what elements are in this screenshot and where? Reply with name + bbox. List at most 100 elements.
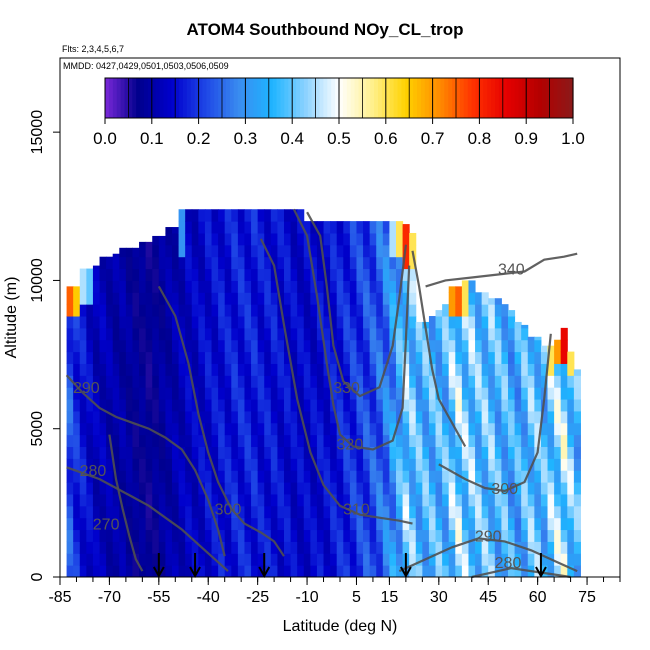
heatmap-cell — [158, 399, 166, 412]
heatmap-cell — [284, 517, 292, 531]
heatmap-cell — [284, 529, 292, 542]
heatmap-cell — [145, 446, 153, 459]
heatmap-cell — [145, 339, 153, 353]
heatmap-cell — [468, 553, 476, 566]
heatmap-cell — [165, 327, 173, 341]
heatmap-cell — [442, 410, 450, 424]
heatmap-cell — [218, 446, 226, 459]
heatmap-cell — [409, 458, 417, 471]
heatmap-cell — [231, 363, 239, 376]
heatmap-cell — [468, 493, 476, 507]
heatmap-cell — [455, 553, 463, 566]
heatmap-cell — [349, 470, 357, 483]
heatmap-cell — [540, 345, 549, 353]
heatmap-cell — [369, 410, 377, 424]
heatmap-cell — [310, 505, 318, 519]
heatmap-cell — [218, 565, 226, 578]
heatmap-cell — [356, 244, 364, 258]
heatmap-cell — [349, 410, 357, 424]
heatmap-cell — [560, 446, 568, 459]
heatmap-cell — [257, 517, 265, 531]
heatmap-cell — [508, 505, 516, 519]
colorbar-swatch — [183, 78, 188, 118]
heatmap-cell — [356, 493, 364, 507]
heatmap-cell — [152, 244, 160, 258]
heatmap-cell — [396, 339, 404, 353]
heatmap-cell — [251, 316, 259, 329]
heatmap-cell — [86, 553, 94, 566]
heatmap-cell — [330, 351, 338, 364]
heatmap-cell — [376, 292, 384, 305]
heatmap-cell — [369, 304, 377, 317]
heatmap-cell — [264, 292, 272, 305]
heatmap-cell — [330, 541, 338, 554]
heatmap-cell — [521, 493, 529, 507]
heatmap-cell — [349, 565, 357, 578]
heatmap-cell — [92, 268, 101, 281]
heatmap-cell — [112, 292, 120, 305]
heatmap-cell — [264, 493, 272, 507]
heatmap-cell — [178, 470, 186, 483]
heatmap-cell — [369, 256, 377, 270]
heatmap-cell — [139, 482, 147, 495]
heatmap-cell — [191, 268, 199, 281]
colorbar-swatch — [498, 78, 504, 118]
x-tick-label: 75 — [578, 589, 596, 606]
heatmap-cell — [356, 458, 364, 471]
heatmap-cell — [191, 292, 199, 305]
heatmap-cell — [132, 434, 140, 448]
heatmap-cell — [264, 387, 272, 400]
heatmap-cell — [376, 316, 384, 329]
heatmap-cell — [527, 410, 535, 424]
y-tick-label: 15000 — [29, 110, 46, 155]
heatmap-cell — [99, 304, 107, 317]
heatmap-cell — [540, 505, 549, 519]
heatmap-cell — [284, 304, 292, 317]
heatmap-cell — [224, 221, 232, 234]
heatmap-cell — [106, 256, 114, 270]
heatmap-cell — [382, 505, 390, 519]
heatmap-cell — [527, 517, 535, 531]
heatmap-cell — [521, 458, 529, 471]
heatmap-cell — [389, 221, 397, 234]
heatmap-cell — [330, 375, 338, 388]
heatmap-cell — [172, 505, 180, 519]
colorbar-label: 0.0 — [93, 129, 117, 148]
heatmap-cell — [514, 505, 522, 519]
heatmap-cell — [178, 304, 186, 317]
heatmap-cell — [488, 304, 496, 317]
heatmap-cell — [112, 256, 120, 270]
heatmap-cell — [316, 292, 325, 305]
heatmap-cell — [573, 458, 581, 471]
heatmap-cell — [428, 517, 437, 531]
heatmap-cell — [119, 387, 127, 400]
heatmap-cell — [303, 221, 311, 234]
heatmap-cell — [356, 304, 364, 317]
heatmap-cell — [369, 446, 377, 459]
heatmap-cell — [435, 310, 443, 317]
heatmap-cell — [79, 363, 87, 376]
heatmap-cell — [461, 387, 469, 400]
heatmap-cell — [461, 351, 469, 364]
heatmap-cell — [508, 434, 516, 448]
heatmap-cell — [330, 422, 338, 436]
heatmap-cell — [494, 363, 502, 376]
heatmap-cell — [461, 541, 469, 554]
heatmap-cell — [73, 541, 81, 554]
heatmap-cell — [172, 227, 180, 234]
heatmap-cell — [244, 565, 252, 578]
heatmap-cell — [547, 517, 555, 531]
heatmap-cell — [145, 529, 153, 542]
heatmap-cell — [185, 553, 193, 566]
heatmap-cell — [297, 327, 305, 341]
heatmap-cell — [534, 363, 542, 376]
heatmap-cell — [468, 351, 476, 364]
heatmap-cell — [172, 446, 180, 459]
heatmap-cell — [303, 517, 311, 531]
heatmap-cell — [224, 256, 232, 270]
heatmap-cell — [112, 493, 120, 507]
colorbar-swatch — [245, 78, 250, 118]
heatmap-cell — [139, 375, 147, 388]
heatmap-cell — [547, 387, 555, 400]
heatmap-cell — [488, 470, 496, 483]
